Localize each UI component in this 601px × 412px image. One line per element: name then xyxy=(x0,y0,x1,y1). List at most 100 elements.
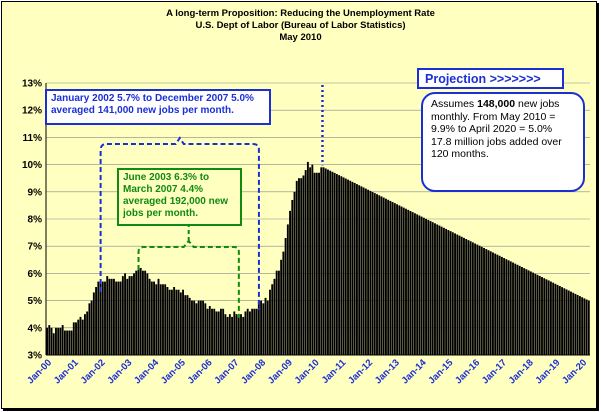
bar xyxy=(55,327,57,355)
bar xyxy=(409,211,412,355)
bar xyxy=(344,178,347,355)
bar xyxy=(170,289,173,355)
bar xyxy=(413,213,416,355)
bar xyxy=(465,239,468,355)
bar xyxy=(565,289,568,355)
x-tick-label: Jan-18 xyxy=(507,357,536,386)
x-tick-label: Jan-06 xyxy=(186,357,215,386)
bar xyxy=(269,289,271,355)
bar xyxy=(342,177,345,355)
bar xyxy=(496,254,499,355)
bar xyxy=(75,322,77,355)
bar xyxy=(585,299,588,355)
bar xyxy=(284,238,287,355)
bar xyxy=(369,190,372,355)
x-tick-label: Jan-19 xyxy=(533,357,562,386)
bar xyxy=(139,267,142,355)
bar xyxy=(574,293,577,355)
x-tick-label: Jan-13 xyxy=(373,357,402,386)
bar xyxy=(360,186,363,355)
bar xyxy=(46,327,48,355)
bar xyxy=(188,297,191,355)
bar xyxy=(72,322,75,355)
bar xyxy=(262,303,265,355)
bar xyxy=(418,215,421,355)
bar xyxy=(126,278,129,355)
bar xyxy=(273,278,276,355)
bar xyxy=(291,199,294,355)
bar xyxy=(427,219,430,355)
bar xyxy=(393,203,396,355)
bar xyxy=(57,327,60,355)
bar xyxy=(92,292,95,355)
bar xyxy=(108,278,111,355)
bar xyxy=(387,199,390,355)
bar xyxy=(520,267,523,355)
bar xyxy=(322,167,325,355)
bar xyxy=(578,296,581,355)
bar xyxy=(264,297,267,355)
bar xyxy=(552,282,555,355)
y-tick-label: 4% xyxy=(28,323,43,334)
y-tick-label: 6% xyxy=(28,269,43,280)
bar xyxy=(240,314,242,355)
bar xyxy=(425,218,427,355)
bar xyxy=(429,221,432,355)
bar xyxy=(130,276,133,355)
bar xyxy=(215,311,218,355)
bar xyxy=(509,261,512,355)
bar xyxy=(576,295,579,355)
bar xyxy=(489,251,492,355)
assumption-text-2: new jobs monthly. From May 2010 = 9.9% t… xyxy=(431,98,562,160)
bar xyxy=(431,222,434,355)
bar xyxy=(282,251,285,355)
bar xyxy=(458,235,461,355)
bar xyxy=(467,240,470,355)
bar xyxy=(133,273,135,355)
bar xyxy=(81,319,84,355)
bar xyxy=(66,330,69,355)
bar xyxy=(318,172,320,355)
x-tick-label: Jan-20 xyxy=(560,357,589,386)
bar xyxy=(146,273,149,355)
bar xyxy=(311,164,314,355)
bar xyxy=(407,209,410,355)
bar xyxy=(327,169,329,355)
bar xyxy=(505,259,508,355)
bar xyxy=(398,205,401,355)
x-tick-label: Jan-03 xyxy=(105,357,134,386)
bar xyxy=(436,224,439,355)
bar xyxy=(534,273,537,355)
bars xyxy=(46,161,590,355)
bar xyxy=(373,193,376,355)
bar xyxy=(293,191,296,355)
bar xyxy=(356,184,358,355)
bar xyxy=(104,281,106,355)
bar xyxy=(295,180,298,355)
bar xyxy=(364,188,367,355)
bar xyxy=(460,236,463,355)
x-tick-label: Jan-12 xyxy=(346,357,375,386)
y-tick-label: 5% xyxy=(28,296,43,307)
bar xyxy=(97,281,100,355)
bar xyxy=(155,284,158,355)
bar xyxy=(420,216,423,355)
bar xyxy=(63,330,66,355)
bar xyxy=(320,167,323,355)
bar xyxy=(61,325,64,355)
bar xyxy=(549,281,552,355)
annotation-blue-box: January 2002 5.7% to December 2007 5.0% … xyxy=(45,89,271,125)
bar xyxy=(157,278,160,355)
bar xyxy=(79,316,82,355)
bar xyxy=(396,204,399,355)
assumption-jobs-number: 148,000 xyxy=(477,98,516,110)
bar xyxy=(445,228,448,355)
bar xyxy=(88,303,91,355)
bar xyxy=(570,291,572,355)
bar xyxy=(541,277,543,355)
bar xyxy=(286,224,289,355)
bar xyxy=(536,274,539,355)
bar xyxy=(447,230,450,355)
x-tick-label: Jan-07 xyxy=(212,357,241,386)
x-tick-label: Jan-11 xyxy=(320,357,349,386)
